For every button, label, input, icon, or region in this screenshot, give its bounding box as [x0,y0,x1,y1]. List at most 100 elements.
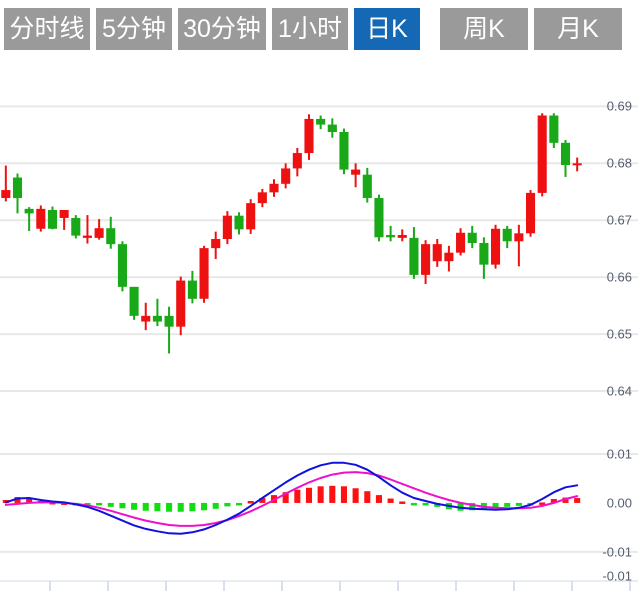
candle-body [560,142,571,166]
candle-26 [304,114,314,160]
candle-body [1,190,11,199]
candle-body [514,233,524,242]
candle-45 [525,190,536,237]
macd-histogram-bar-22 [259,498,266,503]
candle-39 [456,228,466,256]
price-candlestick-panel[interactable]: 0.69 0.68 0.67 0.66 0.65 0.64 [0,58,638,428]
timeframe-tab-bar: 分时线 5分钟 30分钟 1小时 日K 周K 月K [0,0,638,58]
candle-body [525,192,536,234]
price-axis-tick-4: 0.65 [606,326,632,342]
macd-axis-tick-0: 0.01 [606,446,632,462]
candle-41 [479,237,489,279]
timeframe-tab-4[interactable]: 日K [354,8,420,50]
candle-17 [199,245,209,303]
candle-13 [152,298,162,327]
candle-48 [560,139,571,177]
candle-body [47,209,58,229]
macd-histogram-bar-21 [247,500,254,504]
candle-1 [12,173,23,214]
candle-body [292,153,302,169]
macd-histogram-bar-47 [550,499,557,503]
macd-dea-line [4,471,579,527]
candle-body [467,232,477,243]
timeframe-tab-2[interactable]: 30分钟 [178,8,266,50]
candle-body [234,215,244,230]
macd-histogram-bar-44 [515,502,522,506]
timeframe-tab-3[interactable]: 1小时 [272,8,348,50]
macd-axis-tick-1: 0.00 [606,495,632,511]
macd-histogram-bar-29 [340,486,348,503]
candle-body [12,177,23,199]
timeframe-tab-5[interactable]: 周K [440,8,528,50]
candle-body [187,280,197,299]
candle-15 [176,276,186,336]
candle-7 [82,215,92,244]
candle-body [327,124,337,132]
macd-histogram-bar-42 [492,502,499,509]
candle-body [199,248,209,299]
macd-histogram-bar-15 [177,502,184,512]
candle-body [362,174,372,199]
candle-body [281,168,291,184]
macd-axis-tick-2: -0.01 [602,544,632,560]
macd-histogram-bar-27 [317,486,324,503]
timeframe-tab-1[interactable]: 5分钟 [96,8,172,50]
candle-body [71,217,81,236]
macd-histogram-bar-25 [294,489,301,503]
macd-indicator-panel[interactable]: 0.01 0.00 -0.01 -0.01 [0,432,638,591]
candle-40 [467,225,477,249]
candle-18 [211,231,221,259]
candle-30 [351,163,361,188]
candle-11 [129,286,139,320]
macd-histogram-bar-12 [142,502,149,511]
candle-0 [1,165,11,202]
candle-24 [281,163,291,189]
candle-body [351,169,361,175]
candle-14 [164,306,174,354]
macd-histogram-bar-11 [131,502,138,510]
candle-22 [257,188,267,208]
macd-histogram-bar-14 [166,502,173,512]
candle-2 [24,207,34,232]
macd-histogram-bar-17 [201,502,208,511]
candle-16 [187,270,197,304]
macd-axis-tick-3: -0.01 [602,568,632,584]
macd-histogram-bar-2 [26,497,33,503]
macd-histogram-bar-7 [84,502,91,506]
candle-body [502,228,512,242]
macd-histogram-bar-43 [504,502,511,507]
candle-20 [234,212,244,235]
candle-28 [327,118,337,138]
candle-19 [222,211,232,245]
candle-body [479,243,489,265]
macd-histogram-bar-20 [235,502,243,506]
candle-body [164,315,174,327]
candle-27 [316,115,326,130]
timeframe-tab-0[interactable]: 分时线 [4,8,90,50]
candle-10 [117,241,127,292]
price-axis-tick-1: 0.68 [606,155,632,171]
candle-body [36,208,46,229]
candle-46 [537,113,547,197]
macd-histogram-bar-9 [107,502,114,507]
macd-histogram-bar-35 [410,502,417,506]
candle-body [549,115,559,143]
candle-32 [374,194,384,242]
macd-histogram-bar-34 [399,501,406,504]
candle-body [432,244,442,262]
candle-6 [71,215,81,239]
candle-body [106,228,116,245]
candle-body [409,237,419,275]
timeframe-tab-6[interactable]: 月K [534,8,622,50]
candle-body [59,209,69,218]
candle-body [491,228,501,265]
candle-12 [141,302,151,331]
candle-8 [94,219,104,240]
price-axis-tick-3: 0.66 [606,269,632,285]
macd-plot-svg [0,453,638,591]
macd-histogram-bar-24 [282,492,289,503]
candle-body [94,228,104,238]
macd-histogram-bar-19 [224,502,231,507]
candle-body [421,244,431,275]
candle-43 [502,225,512,249]
